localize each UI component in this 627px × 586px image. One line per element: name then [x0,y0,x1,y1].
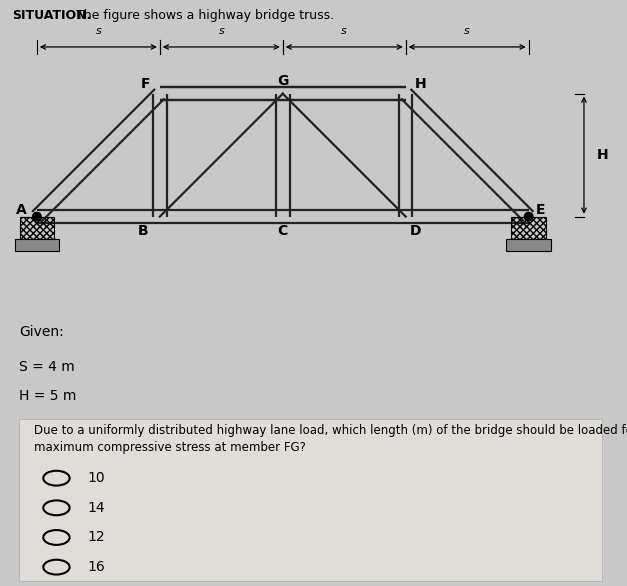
Text: B: B [137,224,148,239]
Text: C: C [278,224,288,239]
Circle shape [33,212,41,221]
Bar [14,239,60,251]
Text: 16: 16 [88,560,105,574]
Text: 10: 10 [88,471,105,485]
Text: Given:: Given: [19,325,63,339]
Text: s: s [218,26,224,36]
Circle shape [524,212,533,221]
Text: SITUATION.: SITUATION. [13,9,92,22]
Bar [19,217,54,239]
Text: H: H [596,148,608,162]
Text: D: D [410,224,421,239]
Text: 12: 12 [88,530,105,544]
Text: s: s [341,26,347,36]
Text: s: s [465,26,470,36]
Text: H: H [414,77,426,91]
FancyBboxPatch shape [19,419,602,581]
Text: G: G [277,74,288,88]
Bar [512,217,546,239]
Text: S = 4 m: S = 4 m [19,360,75,373]
Text: s: s [95,26,101,36]
Text: H = 5 m: H = 5 m [19,389,76,403]
Text: A: A [16,203,26,217]
Text: Due to a uniformly distributed highway lane load, which length (m) of the bridge: Due to a uniformly distributed highway l… [34,424,627,454]
Text: The figure shows a highway bridge truss.: The figure shows a highway bridge truss. [72,9,334,22]
Text: E: E [536,203,545,217]
Bar [506,239,551,251]
Text: 14: 14 [88,501,105,515]
Text: F: F [140,77,150,91]
